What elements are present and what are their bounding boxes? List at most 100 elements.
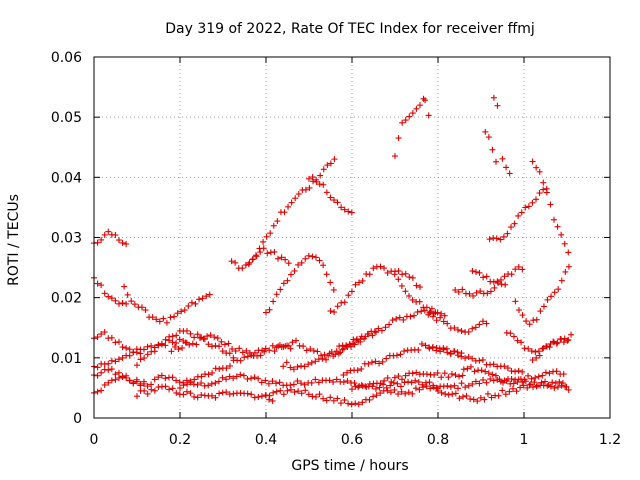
data-point: [349, 386, 355, 393]
data-point: [522, 204, 529, 211]
data-point: [494, 278, 501, 285]
data-point: [458, 327, 465, 334]
data-point: [191, 376, 198, 383]
data-point: [487, 376, 494, 383]
data-point: [257, 352, 264, 359]
y-tick-label: 0.03: [51, 231, 82, 247]
y-tick-label: 0: [73, 411, 82, 427]
data-point: [409, 296, 416, 303]
data-point: [483, 379, 490, 386]
data-point: [198, 380, 205, 387]
data-point: [449, 391, 456, 398]
data-point: [440, 346, 447, 353]
data-point: [506, 388, 513, 395]
data-point: [295, 191, 302, 198]
data-point: [212, 342, 219, 349]
data-point: [560, 371, 567, 378]
data-point: [416, 102, 423, 109]
data-point: [561, 335, 568, 342]
data-point: [290, 366, 297, 373]
data-point: [464, 365, 471, 372]
data-point: [131, 301, 138, 308]
data-point: [414, 309, 421, 316]
data-point: [226, 350, 233, 357]
data-point: [532, 196, 539, 203]
data-point: [514, 379, 521, 386]
data-point: [151, 348, 158, 355]
data-point: [269, 378, 276, 385]
data-point: [454, 352, 461, 359]
data-point: [285, 260, 292, 267]
data-point: [554, 384, 561, 391]
data-point: [433, 344, 440, 351]
data-point: [558, 231, 565, 238]
data-point: [499, 155, 506, 162]
data-point: [287, 382, 294, 389]
data-point: [277, 286, 284, 293]
data-point: [180, 391, 187, 398]
data-point: [384, 387, 391, 394]
data-point: [284, 387, 291, 394]
data-point: [384, 269, 391, 276]
data-point: [223, 365, 230, 372]
data-point: [194, 331, 201, 338]
data-point: [548, 293, 555, 300]
data-point: [292, 195, 299, 202]
data-point: [383, 384, 390, 391]
data-point: [431, 371, 438, 378]
data-point: [287, 271, 294, 278]
data-point: [119, 374, 126, 381]
data-point: [352, 281, 359, 288]
data-point: [416, 386, 423, 393]
data-point: [194, 381, 201, 388]
data-point: [533, 316, 540, 323]
data-point: [545, 381, 552, 388]
data-point: [255, 375, 262, 382]
data-point: [400, 316, 407, 323]
data-point: [330, 197, 337, 204]
data-point: [237, 371, 244, 378]
data-point: [508, 368, 515, 375]
data-point: [490, 94, 497, 101]
y-tick-labels: 0 0.01 0.02 0.03 0.04 0.05 0.06: [51, 50, 82, 427]
data-point: [438, 374, 445, 381]
data-point: [317, 172, 324, 179]
data-point: [519, 266, 526, 273]
data-point: [526, 321, 533, 328]
data-point: [308, 379, 315, 386]
data-point: [196, 334, 203, 341]
data-point: [354, 367, 361, 374]
data-point: [377, 380, 384, 387]
data-point: [226, 362, 233, 369]
data-point: [317, 352, 324, 359]
data-point: [314, 348, 321, 355]
data-point: [245, 261, 252, 268]
data-point: [451, 382, 458, 389]
data-point: [441, 370, 448, 377]
data-point: [229, 345, 236, 352]
data-point: [196, 296, 203, 303]
data-point: [437, 314, 444, 321]
data-point: [456, 395, 463, 402]
data-point: [262, 377, 269, 384]
data-point: [474, 398, 481, 405]
data-point: [438, 310, 445, 317]
data-point: [535, 348, 542, 355]
data-point: [255, 393, 262, 400]
data-point: [519, 312, 526, 319]
data-point: [542, 378, 549, 385]
data-point: [323, 271, 330, 278]
data-point: [358, 365, 365, 372]
data-point: [174, 310, 181, 317]
data-point: [384, 374, 391, 381]
data-point: [293, 337, 300, 344]
data-point: [540, 179, 547, 186]
data-point: [123, 372, 130, 379]
data-point: [423, 383, 430, 390]
data-point: [441, 312, 448, 319]
data-point: [130, 379, 137, 386]
data-point: [326, 377, 333, 384]
data-point: [508, 224, 515, 231]
data-point: [287, 364, 294, 371]
data-point: [291, 389, 298, 396]
